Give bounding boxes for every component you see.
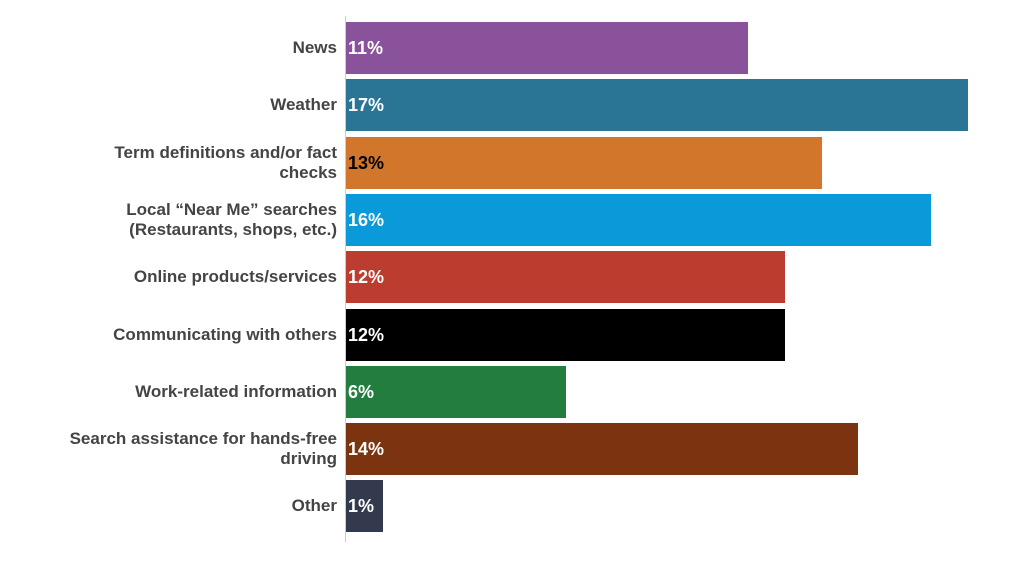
bar — [346, 365, 566, 418]
category-label: Communicating with others — [113, 324, 337, 344]
category-label: Other — [291, 496, 337, 516]
category-label: News — [292, 38, 337, 57]
category-label: Term definitions and/or fact checks — [114, 142, 337, 182]
bar — [346, 251, 786, 304]
bar — [346, 480, 383, 533]
value-label: 16% — [348, 209, 385, 230]
category-label: Online products/services — [133, 267, 337, 287]
value-label: 1% — [348, 496, 375, 517]
bar — [346, 193, 932, 246]
value-label: 12% — [348, 324, 385, 345]
bar — [346, 79, 968, 132]
category-label: Weather — [270, 95, 337, 115]
value-label: 12% — [348, 267, 385, 288]
category-label: Work-related information — [135, 381, 337, 401]
value-label: 13% — [348, 152, 385, 173]
bar — [346, 136, 822, 189]
value-label: 14% — [348, 439, 385, 460]
category-label: Search assistance for hands-free driving — [69, 429, 337, 469]
bar — [346, 423, 859, 476]
bar — [346, 22, 749, 74]
axis-line — [345, 16, 346, 542]
bar — [346, 308, 786, 361]
value-label: 6% — [348, 381, 375, 402]
value-label: 17% — [348, 95, 385, 116]
category-label: Local “Near Me” searches (Restaurants, s… — [126, 199, 337, 239]
value-label: 11% — [348, 38, 384, 58]
